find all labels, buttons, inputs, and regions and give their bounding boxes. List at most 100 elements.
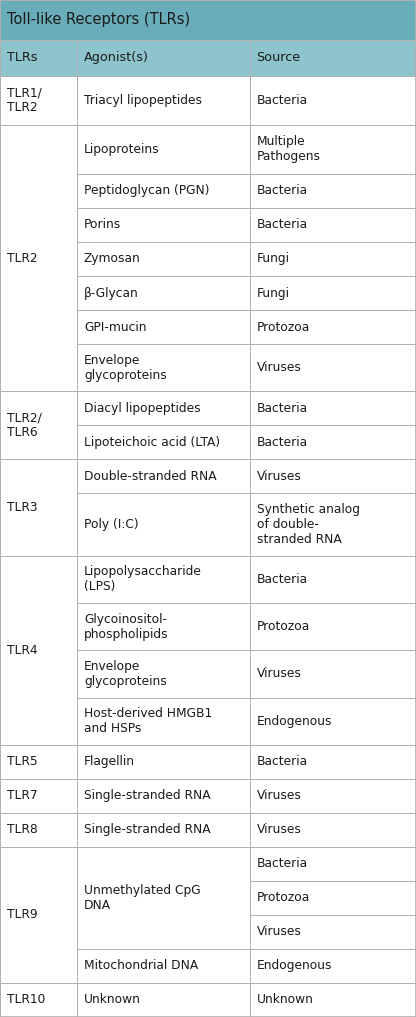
Bar	[0, 983, 77, 1017]
Bar	[77, 698, 250, 744]
Text: TLRs: TLRs	[7, 51, 37, 64]
Text: Viruses: Viruses	[257, 361, 302, 374]
Text: Envelope
glycoproteins: Envelope glycoproteins	[84, 354, 167, 381]
Text: Triacyl lipopeptides: Triacyl lipopeptides	[84, 94, 202, 107]
Text: Agonist(s): Agonist(s)	[84, 51, 149, 64]
Bar	[250, 310, 416, 344]
Bar	[250, 40, 416, 75]
Bar	[0, 460, 77, 555]
Text: Single-stranded RNA: Single-stranded RNA	[84, 789, 210, 802]
Bar	[250, 949, 416, 983]
Bar	[250, 242, 416, 276]
Bar	[250, 174, 416, 207]
Bar	[250, 555, 416, 603]
Bar	[0, 125, 77, 392]
Text: Unmethylated CpG
DNA: Unmethylated CpG DNA	[84, 884, 201, 912]
Text: Zymosan: Zymosan	[84, 252, 141, 265]
Text: Viruses: Viruses	[257, 470, 302, 483]
Bar	[0, 779, 77, 813]
Bar	[77, 603, 250, 650]
Bar	[77, 344, 250, 392]
Text: TLR2: TLR2	[7, 251, 37, 264]
Bar	[0, 744, 77, 779]
Bar	[77, 75, 250, 125]
Text: Single-stranded RNA: Single-stranded RNA	[84, 824, 210, 836]
Bar	[77, 493, 250, 555]
Text: Lipoproteins: Lipoproteins	[84, 142, 160, 156]
Text: Bacteria: Bacteria	[257, 402, 308, 415]
Bar	[250, 881, 416, 915]
Text: Bacteria: Bacteria	[257, 756, 308, 768]
Bar	[0, 392, 77, 460]
Text: Synthetic analog
of double-
stranded RNA: Synthetic analog of double- stranded RNA	[257, 503, 359, 546]
Bar	[77, 276, 250, 310]
Bar	[77, 779, 250, 813]
Text: Mitochondrial DNA: Mitochondrial DNA	[84, 959, 198, 972]
Text: Glycoinositol-
phospholipids: Glycoinositol- phospholipids	[84, 612, 168, 641]
Text: TLR5: TLR5	[7, 756, 38, 768]
Text: Double-stranded RNA: Double-stranded RNA	[84, 470, 217, 483]
Bar	[77, 650, 250, 698]
Bar	[77, 207, 250, 242]
Text: Flagellin: Flagellin	[84, 756, 135, 768]
Bar	[250, 915, 416, 949]
Bar	[77, 174, 250, 207]
Text: Multiple
Pathogens: Multiple Pathogens	[257, 135, 321, 164]
Text: Unknown: Unknown	[257, 994, 314, 1007]
Bar	[77, 949, 250, 983]
Bar	[250, 75, 416, 125]
Bar	[250, 493, 416, 555]
Text: Viruses: Viruses	[257, 824, 302, 836]
Bar	[250, 460, 416, 493]
Bar	[250, 847, 416, 881]
Text: Poly (I:C): Poly (I:C)	[84, 518, 139, 531]
Text: Porins: Porins	[84, 219, 121, 232]
Bar	[77, 744, 250, 779]
Bar	[250, 813, 416, 847]
Bar	[250, 276, 416, 310]
Bar	[77, 813, 250, 847]
Bar	[77, 40, 250, 75]
Bar	[77, 242, 250, 276]
Bar	[250, 698, 416, 744]
Text: Protozoa: Protozoa	[257, 892, 310, 904]
Bar	[0, 0, 416, 40]
Text: Unknown: Unknown	[84, 994, 141, 1007]
Bar	[250, 344, 416, 392]
Bar	[77, 392, 250, 425]
Text: Lipoteichoic acid (LTA): Lipoteichoic acid (LTA)	[84, 436, 220, 448]
Text: Viruses: Viruses	[257, 925, 302, 939]
Bar	[250, 425, 416, 460]
Bar	[0, 847, 77, 983]
Text: Bacteria: Bacteria	[257, 573, 308, 586]
Text: TLR4: TLR4	[7, 644, 37, 657]
Text: Bacteria: Bacteria	[257, 184, 308, 197]
Text: Protozoa: Protozoa	[257, 620, 310, 634]
Bar	[77, 460, 250, 493]
Bar	[250, 650, 416, 698]
Bar	[77, 555, 250, 603]
Text: Bacteria: Bacteria	[257, 436, 308, 448]
Text: TLR1/
TLR2: TLR1/ TLR2	[7, 86, 42, 114]
Bar	[77, 983, 250, 1017]
Text: Endogenous: Endogenous	[257, 715, 332, 727]
Text: TLR3: TLR3	[7, 501, 37, 514]
Text: Protozoa: Protozoa	[257, 320, 310, 334]
Bar	[0, 40, 77, 75]
Text: Viruses: Viruses	[257, 789, 302, 802]
Text: Endogenous: Endogenous	[257, 959, 332, 972]
Text: TLR7: TLR7	[7, 789, 37, 802]
Text: TLR2/
TLR6: TLR2/ TLR6	[7, 411, 42, 439]
Text: Diacyl lipopeptides: Diacyl lipopeptides	[84, 402, 201, 415]
Bar	[77, 310, 250, 344]
Text: Fungi: Fungi	[257, 287, 290, 299]
Bar	[250, 603, 416, 650]
Bar	[77, 425, 250, 460]
Text: Bacteria: Bacteria	[257, 219, 308, 232]
Text: Peptidoglycan (PGN): Peptidoglycan (PGN)	[84, 184, 210, 197]
Text: GPI-mucin: GPI-mucin	[84, 320, 146, 334]
Text: TLR8: TLR8	[7, 824, 38, 836]
Text: Toll-like Receptors (TLRs): Toll-like Receptors (TLRs)	[7, 12, 190, 27]
Text: Fungi: Fungi	[257, 252, 290, 265]
Bar	[77, 125, 250, 174]
